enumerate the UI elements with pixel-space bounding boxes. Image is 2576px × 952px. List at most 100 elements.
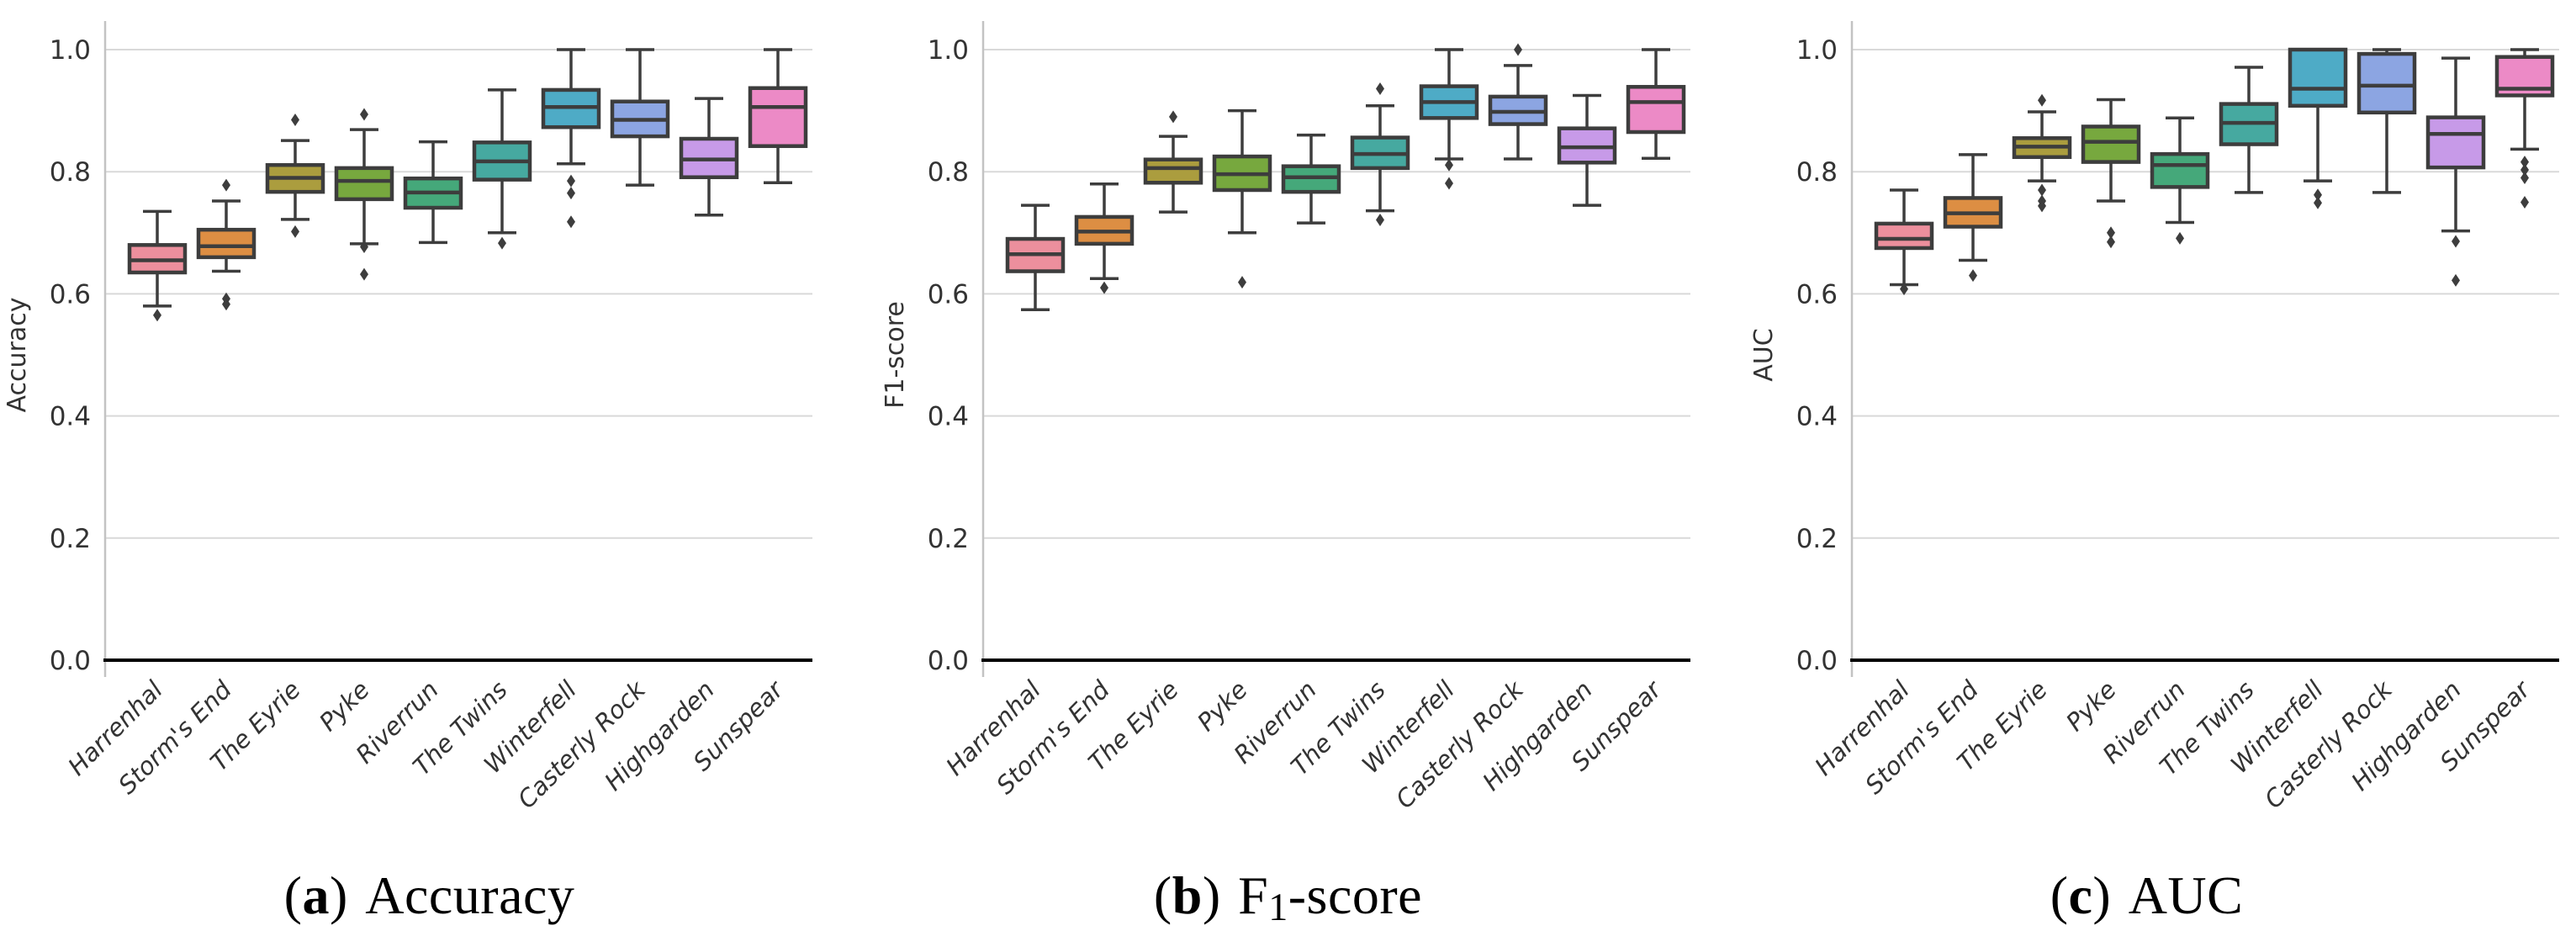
y-tick-label: 0.8 [1796, 157, 1838, 188]
box-storm-s-end [1943, 153, 2003, 283]
outlier-marker [2520, 196, 2529, 209]
caption-label-suffix: -score [1288, 865, 1423, 925]
box-riverrun [2150, 116, 2210, 245]
outlier-marker [2452, 273, 2460, 287]
outlier-marker [2520, 171, 2529, 184]
outlier-marker [498, 236, 506, 250]
box-highgarden [2425, 56, 2486, 287]
x-tick-label-pyke: Pyke [2060, 675, 2122, 737]
x-tick-label-pyke: Pyke [1192, 675, 1253, 737]
y-tick-label: 1.0 [1796, 35, 1838, 66]
y-tick-label: 0.8 [928, 157, 969, 188]
caption-subscript: 1 [1268, 886, 1288, 929]
box-winterfell [1419, 48, 1479, 190]
box-winterfell [541, 48, 601, 229]
x-tick-label-pyke: Pyke [314, 675, 375, 737]
iqr-box [2425, 115, 2486, 170]
outlier-marker [1514, 43, 1522, 56]
y-tick-label: 0.2 [50, 524, 91, 554]
panel-accuracy: 1.0 0.8 0.6 0.4 0.2 0.0 Accuracy Harrenhal Storm… [0, 0, 859, 952]
y-tick-label: 1.0 [50, 35, 91, 66]
caption-paren: ( [1153, 865, 1172, 925]
iqr-box [1874, 221, 1934, 251]
outlier-marker [1238, 276, 1246, 289]
panel-f1-score: 1.0 0.8 0.6 0.4 0.2 0.0 F1-score Harrenhal Storm… [859, 0, 1717, 952]
iqr-box [334, 166, 394, 202]
box-highgarden [679, 97, 739, 217]
caption-index: c [2068, 865, 2093, 925]
y-tick-label: 0.8 [50, 157, 91, 188]
caption-label: F [1238, 865, 1269, 925]
box-casterly-rock [2356, 48, 2417, 194]
outlier-marker [2107, 226, 2115, 240]
box-the-eyrie [1143, 110, 1203, 214]
outlier-marker [2038, 199, 2046, 213]
caption-label: Accuracy [365, 865, 575, 925]
caption-paren: ) [329, 865, 348, 925]
outlier-marker [222, 178, 230, 192]
panel-caption-f1-score: (b) F1-score [859, 865, 1717, 929]
box-the-twins [1350, 82, 1410, 227]
box-harrenhal [1005, 204, 1066, 312]
caption-label: AUC [2128, 865, 2244, 925]
outlier-marker [2038, 93, 2046, 107]
iqr-box [2288, 47, 2348, 108]
panel-caption-auc: (c) AUC [1717, 865, 2576, 927]
outlier-marker [291, 113, 299, 126]
box-pyke [1212, 108, 1272, 289]
caption-index: a [302, 865, 330, 925]
box-the-eyrie [2012, 93, 2072, 213]
y-tick-label: 0.0 [928, 646, 969, 676]
outlier-marker [291, 225, 299, 238]
iqr-box [1143, 157, 1203, 185]
outlier-marker [2520, 156, 2529, 169]
outlier-marker [1900, 283, 1908, 296]
y-tick-label: 0.6 [1796, 279, 1838, 309]
outlier-marker [222, 298, 230, 311]
iqr-box [2356, 51, 2417, 115]
iqr-box [1626, 85, 1686, 135]
y-axis-label: F1-score [881, 301, 910, 409]
y-tick-label: 0.0 [50, 646, 91, 676]
caption-paren: ( [2050, 865, 2069, 925]
outlier-marker [1169, 110, 1177, 124]
y-tick-label: 0.0 [1796, 646, 1838, 676]
outlier-marker [360, 240, 368, 253]
panel-auc: 1.0 0.8 0.6 0.4 0.2 0.0 AUC Harrenhal Storm's En… [1717, 0, 2576, 952]
box-the-eyrie [265, 113, 325, 238]
box-winterfell [2288, 47, 2348, 209]
caption-index: b [1172, 865, 1203, 925]
y-tick-label: 1.0 [928, 35, 969, 66]
boxplot-accuracy-chart: 1.00.80.60.40.20.0AccuracyHarrenhalStorm… [3, 21, 812, 814]
outlier-marker [567, 215, 575, 229]
outlier-marker [1445, 158, 1453, 172]
iqr-box [2081, 124, 2141, 164]
box-casterly-rock [1488, 43, 1548, 161]
outlier-marker [2520, 163, 2529, 177]
caption-paren: ) [1202, 865, 1221, 925]
y-tick-label: 0.6 [50, 279, 91, 309]
y-tick-label: 0.2 [928, 524, 969, 554]
box-sunspear [1626, 48, 1686, 160]
outlier-marker [2107, 235, 2115, 249]
box-pyke [334, 108, 394, 281]
y-tick-label: 0.4 [928, 402, 969, 432]
box-highgarden [1557, 93, 1617, 207]
box-storm-s-end [196, 178, 257, 311]
outlier-marker [1445, 177, 1453, 190]
outlier-marker [2176, 231, 2184, 245]
outlier-marker [1376, 82, 1384, 95]
box-sunspear [2494, 48, 2555, 209]
panel-caption-accuracy: (a) Accuracy [0, 865, 859, 927]
outlier-marker [1969, 269, 1977, 283]
y-tick-label: 0.6 [928, 279, 969, 309]
outlier-marker [153, 309, 161, 322]
box-casterly-rock [610, 48, 670, 187]
box-riverrun [403, 140, 463, 245]
box-the-twins [2219, 66, 2279, 194]
outlier-marker [360, 267, 368, 281]
outlier-marker [1100, 281, 1108, 294]
box-sunspear [748, 48, 808, 185]
outlier-marker [1376, 214, 1384, 227]
